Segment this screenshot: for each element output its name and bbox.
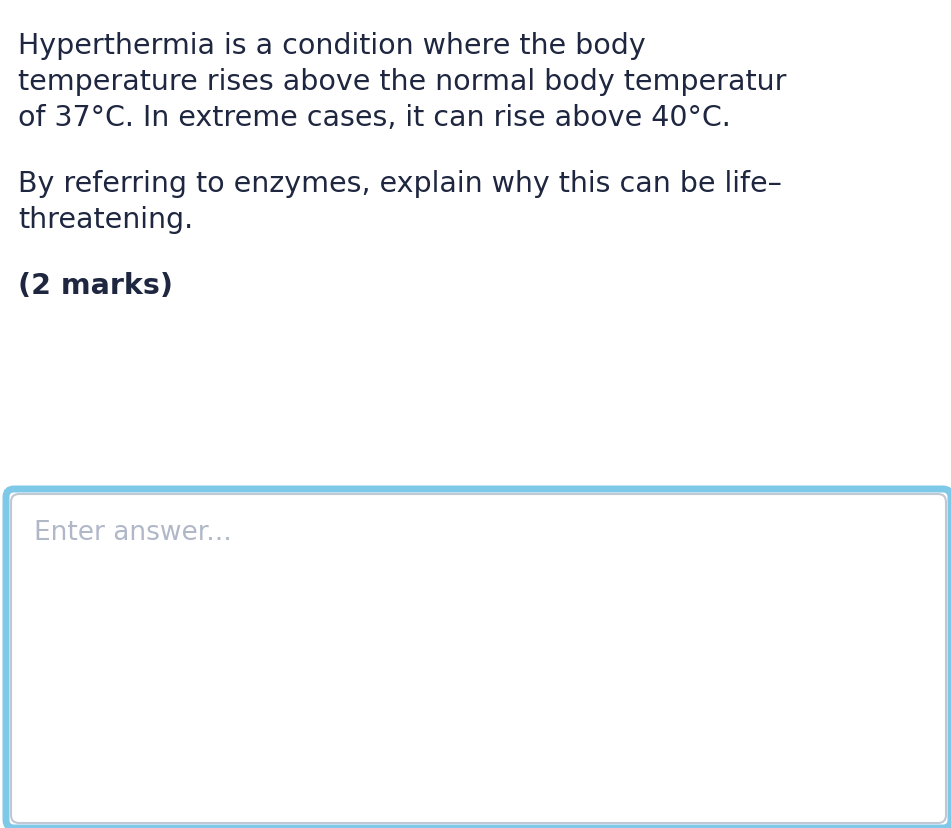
Text: temperature rises above the normal body temperatur: temperature rises above the normal body … xyxy=(18,68,786,96)
Text: Enter answer...: Enter answer... xyxy=(34,519,232,546)
Text: (2 marks): (2 marks) xyxy=(18,272,173,300)
FancyBboxPatch shape xyxy=(11,494,946,823)
Text: By referring to enzymes, explain why this can be life–: By referring to enzymes, explain why thi… xyxy=(18,170,782,198)
Text: of 37°C. In extreme cases, it can rise above 40°C.: of 37°C. In extreme cases, it can rise a… xyxy=(18,104,731,132)
Text: threatening.: threatening. xyxy=(18,205,193,233)
FancyBboxPatch shape xyxy=(6,489,951,828)
Text: Hyperthermia is a condition where the body: Hyperthermia is a condition where the bo… xyxy=(18,32,646,60)
